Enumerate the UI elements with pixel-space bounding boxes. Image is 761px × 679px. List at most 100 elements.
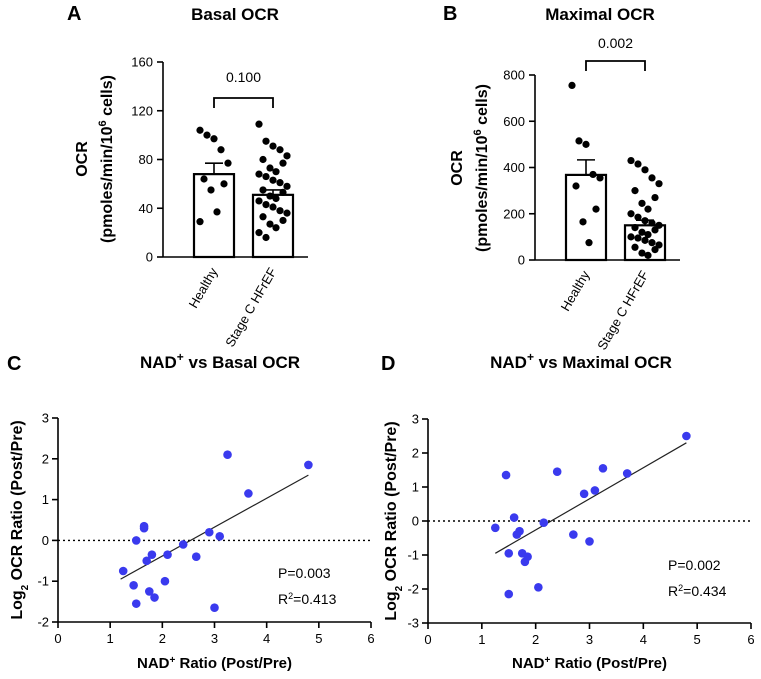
x-tick-label: 0 <box>424 632 431 647</box>
data-point <box>150 593 159 602</box>
x-tick-label: 3 <box>586 632 593 647</box>
panel-d: D NAD+ vs Maximal OCR Log2 OCR Ratio (Post… <box>381 350 755 672</box>
p-value-label: P=0.003 <box>278 565 331 581</box>
data-point <box>131 599 141 608</box>
chart-title: Maximal OCR <box>545 5 655 24</box>
data-point <box>648 219 656 227</box>
data-point <box>627 156 635 165</box>
data-point <box>596 174 604 182</box>
data-point <box>147 550 157 559</box>
data-point <box>638 228 646 236</box>
x-category-label: Stage C HFrEF <box>594 268 651 353</box>
y-axis-label: OCR <box>74 141 91 177</box>
data-point <box>641 166 649 174</box>
data-point <box>160 576 170 586</box>
data-point <box>644 251 652 259</box>
y-tick-label: 1 <box>412 480 419 495</box>
y-tick-label: 1 <box>42 492 49 507</box>
data-point <box>279 188 287 197</box>
data-point <box>592 205 600 213</box>
p-value-label: 0.100 <box>226 69 261 85</box>
r-squared-label: R2=0.434 <box>668 583 727 599</box>
x-tick-label: 4 <box>263 631 270 646</box>
p-value-label: P=0.002 <box>668 557 721 573</box>
data-point <box>139 521 149 531</box>
data-point <box>255 197 263 205</box>
data-point <box>579 489 589 499</box>
y-tick-label: 600 <box>503 114 525 129</box>
panel-a: A Basal OCR OCR (pmoles/min/106 cells) 0 40 80… <box>67 3 308 349</box>
data-point <box>651 226 659 234</box>
y-axis-label: OCR <box>449 150 466 186</box>
y-axis-label-units: (pmoles/min/106 cells) <box>472 84 491 252</box>
y-tick-label: 120 <box>131 103 153 118</box>
x-tick-label: 2 <box>532 632 539 647</box>
bar <box>564 173 608 262</box>
data-point <box>638 199 646 207</box>
data-point <box>131 536 141 545</box>
data-point <box>682 431 691 441</box>
panel-letter: C <box>7 353 21 375</box>
data-point <box>504 589 514 599</box>
y-tick-label: 80 <box>139 152 153 167</box>
data-point <box>648 174 656 182</box>
chart-title: NAD+ vs Maximal OCR <box>490 350 672 372</box>
panel-c: C NAD+ vs Basal OCR Log2 OCR Ratio (Post/P… <box>7 350 375 672</box>
y-tick-label: -1 <box>407 548 419 563</box>
data-point <box>129 580 138 590</box>
data-point <box>224 159 232 167</box>
data-point <box>504 549 514 558</box>
data-point <box>262 172 270 181</box>
x-category-label: Healthy <box>558 268 593 314</box>
panel-letter: B <box>443 3 457 25</box>
data-point <box>223 450 232 460</box>
x-tick-label: 0 <box>54 631 61 646</box>
y-tick-label: 2 <box>42 451 49 466</box>
data-point <box>579 218 587 226</box>
r-squared-label: R2=0.413 <box>278 591 337 607</box>
data-point <box>568 81 576 90</box>
chart-title: Basal OCR <box>191 5 279 24</box>
y-tick-label: 40 <box>139 201 153 216</box>
significance-bracket <box>213 97 274 108</box>
y-tick-label: 400 <box>503 160 525 175</box>
data-point <box>262 200 270 209</box>
x-category-label: Stage C HFrEF <box>222 265 279 350</box>
data-point <box>534 583 543 592</box>
data-point <box>283 209 291 217</box>
x-tick-label: 3 <box>211 631 218 646</box>
data-point <box>276 207 284 215</box>
x-tick-label: 1 <box>478 632 485 647</box>
y-tick-label: 800 <box>503 68 525 83</box>
y-axis-label: Log2 OCR Ratio (Post/Pre) <box>9 420 31 619</box>
regression-line <box>494 442 687 554</box>
data-point <box>627 210 635 218</box>
data-point <box>217 146 225 154</box>
data-point <box>634 234 642 242</box>
data-point <box>622 469 632 478</box>
data-point <box>589 170 597 179</box>
panel-b: B Maximal OCR OCR (pmoles/min/106 cells) 0 20… <box>443 3 680 352</box>
data-point <box>163 550 172 559</box>
data-point <box>276 146 284 154</box>
data-point <box>582 140 590 148</box>
y-tick-label: -2 <box>37 615 49 630</box>
data-point <box>255 170 263 178</box>
data-point <box>634 160 642 168</box>
data-point <box>276 179 284 187</box>
data-point <box>501 470 511 480</box>
data-point <box>509 513 519 522</box>
data-point <box>575 137 583 145</box>
data-point <box>490 523 500 533</box>
data-point <box>590 486 600 495</box>
x-tick-label: 6 <box>367 631 374 646</box>
data-point <box>523 552 532 561</box>
data-point <box>262 137 270 145</box>
x-tick-label: 4 <box>640 632 647 647</box>
data-point <box>279 216 287 225</box>
data-point <box>304 460 313 470</box>
data-point <box>651 193 659 202</box>
data-point <box>648 239 656 247</box>
y-tick-label: -1 <box>37 574 49 589</box>
